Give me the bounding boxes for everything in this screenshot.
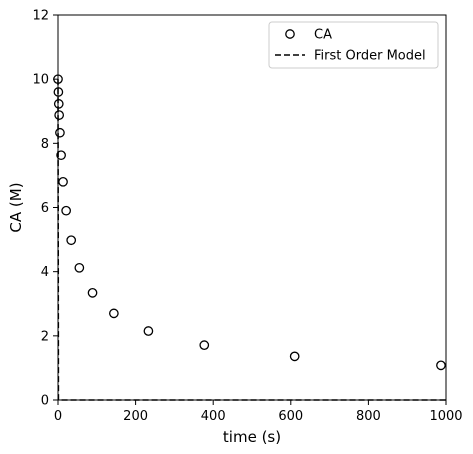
- ca-point-12: [143, 326, 154, 336]
- legend-box: [268, 21, 439, 69]
- x-tick-label-1: 200: [123, 409, 148, 424]
- x-tick-label-4: 800: [356, 409, 381, 424]
- ca-point-3: [54, 110, 65, 120]
- first-order-model-line: [57, 79, 446, 401]
- y-tick-label-2: 4: [41, 265, 49, 280]
- y-tick-label-0: 0: [41, 394, 49, 409]
- ca-point-14: [289, 351, 300, 362]
- ca-point-15: [436, 360, 446, 371]
- y-tick-label-4: 8: [41, 137, 49, 152]
- legend: CA First Order Model: [268, 21, 439, 69]
- ca-point-0: [53, 74, 63, 85]
- y-tick-label-3: 6: [41, 201, 49, 216]
- ca-point-4: [55, 127, 65, 138]
- y-tick-label-1: 2: [41, 329, 49, 344]
- legend-label-first-order-model: First Order Model: [314, 49, 426, 64]
- legend-label-ca: CA: [314, 28, 332, 43]
- y-axis-ticks: 0 2 4 6 8 10 12: [32, 9, 58, 409]
- x-tick-label-2: 400: [201, 409, 226, 424]
- x-tick-label-5: 1000: [429, 409, 462, 424]
- legend-marker-ca: [285, 29, 295, 39]
- ca-point-10: [87, 287, 98, 298]
- ca-point-2: [53, 99, 64, 109]
- x-tick-label-0: 0: [54, 409, 62, 424]
- ca-point-11: [109, 308, 119, 319]
- x-axis-label: time (s): [223, 428, 281, 446]
- ca-point-1: [53, 87, 64, 97]
- series-layer: [53, 74, 446, 401]
- ca-point-7: [61, 205, 71, 216]
- ca-point-9: [74, 262, 85, 273]
- x-axis-ticks: 0 200 400 600 800 1000: [54, 400, 463, 424]
- ca-point-8: [66, 235, 77, 246]
- ca-point-5: [56, 150, 66, 161]
- y-tick-label-6: 12: [32, 9, 49, 24]
- y-tick-label-5: 10: [32, 73, 49, 88]
- ca-point-13: [199, 340, 210, 350]
- x-tick-label-3: 600: [278, 409, 303, 424]
- ca-point-6: [58, 176, 68, 187]
- y-axis-label: CA (M): [7, 182, 25, 232]
